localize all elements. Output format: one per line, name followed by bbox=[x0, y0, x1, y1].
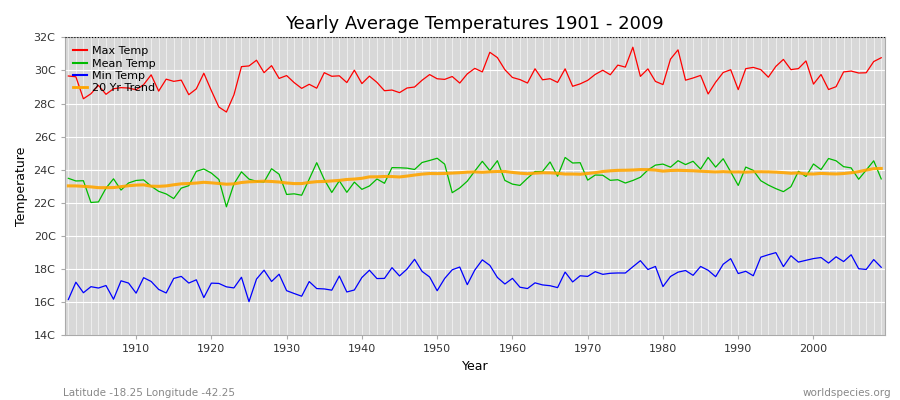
Y-axis label: Temperature: Temperature bbox=[15, 147, 28, 226]
Text: worldspecies.org: worldspecies.org bbox=[803, 388, 891, 398]
Text: Latitude -18.25 Longitude -42.25: Latitude -18.25 Longitude -42.25 bbox=[63, 388, 235, 398]
X-axis label: Year: Year bbox=[462, 360, 488, 373]
Title: Yearly Average Temperatures 1901 - 2009: Yearly Average Temperatures 1901 - 2009 bbox=[285, 15, 664, 33]
Legend: Max Temp, Mean Temp, Min Temp, 20 Yr Trend: Max Temp, Mean Temp, Min Temp, 20 Yr Tre… bbox=[70, 43, 159, 97]
